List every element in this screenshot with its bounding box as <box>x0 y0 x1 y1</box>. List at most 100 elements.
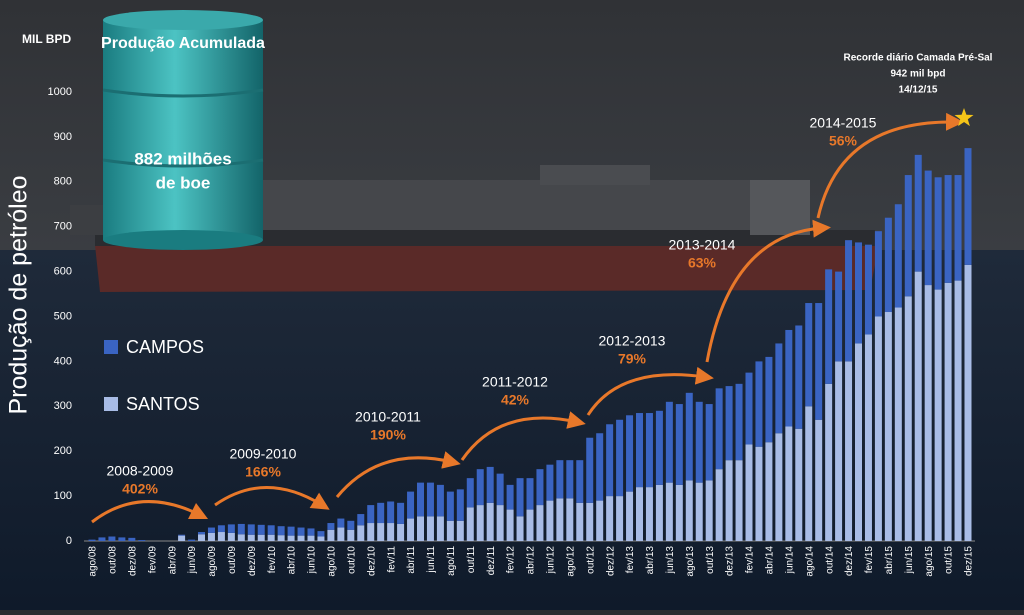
sea <box>0 250 1024 610</box>
x-tick-label: out/10 <box>346 546 357 574</box>
x-tick-label: out/08 <box>108 546 119 574</box>
x-tick-label: abr/11 <box>406 546 417 574</box>
bar-segment <box>715 388 723 470</box>
x-tick-label: abr/10 <box>287 546 298 575</box>
bar-segment <box>665 401 673 483</box>
bar-segment <box>586 437 594 503</box>
bar-segment <box>327 523 335 530</box>
barrel <box>102 10 264 250</box>
bar-segment <box>805 406 813 541</box>
bar-segment <box>785 329 793 427</box>
bar-segment <box>636 487 643 541</box>
bar-segment <box>227 532 235 541</box>
bar-segment <box>247 534 255 541</box>
bar-segment <box>486 502 494 541</box>
bar-segment <box>645 487 653 541</box>
bar-segment <box>456 489 464 521</box>
bar-segment <box>954 280 962 541</box>
growth-period: 2008-2009 <box>107 463 174 479</box>
growth-arrow <box>91 500 209 524</box>
barrel-line: 882 milhões <box>134 149 231 168</box>
bar-segment <box>217 532 225 541</box>
legend-swatch <box>104 397 118 411</box>
bar-segment <box>795 325 803 429</box>
bar-segment <box>556 460 564 499</box>
bar-segment <box>815 419 823 541</box>
bar-segment <box>924 170 932 286</box>
growth-value: 190% <box>370 427 406 443</box>
bar-segment <box>626 491 634 541</box>
bar-segment <box>397 523 405 541</box>
x-tick-label: fev/15 <box>864 546 875 574</box>
bar-segment <box>845 240 853 362</box>
bar-segment <box>407 518 415 541</box>
bar-segment <box>636 413 643 488</box>
x-tick-label: ago/11 <box>446 546 457 576</box>
bar-segment <box>894 204 902 308</box>
bar-segment <box>506 509 514 541</box>
bar-segment <box>745 444 753 541</box>
bar-segment <box>516 516 524 541</box>
x-tick-label: dez/11 <box>486 546 497 576</box>
bar-segment <box>775 343 783 434</box>
bar-segment <box>98 537 106 541</box>
x-tick-label: abr/15 <box>884 546 895 575</box>
bar-segment <box>267 525 275 535</box>
bar-segment <box>606 496 614 541</box>
y-tick-label: 0 <box>66 535 72 547</box>
bar-segment <box>108 536 116 541</box>
y-axis-label: Produção de petróleo <box>5 175 33 414</box>
growth-period: 2012-2013 <box>599 333 666 349</box>
y-tick-label: 500 <box>54 310 72 322</box>
bar-segment <box>446 520 454 541</box>
bar-segment <box>118 537 126 541</box>
growth-period: 2009-2010 <box>230 446 297 462</box>
bar-segment <box>198 532 205 535</box>
bar-segment <box>426 516 434 541</box>
bar-segment <box>277 535 285 541</box>
x-tick-label: fev/09 <box>147 546 158 574</box>
bar-segment <box>436 516 444 541</box>
bar-segment <box>397 502 405 524</box>
bar-segment <box>317 536 325 541</box>
bar-segment <box>327 529 335 541</box>
bar-segment <box>894 307 902 541</box>
bar-segment <box>755 361 763 447</box>
bar-segment <box>805 303 813 407</box>
bar-segment <box>566 498 574 541</box>
bar-segment <box>884 312 892 541</box>
x-tick-label: out/14 <box>824 546 835 574</box>
bar-segment <box>377 523 385 541</box>
bar-segment <box>735 460 743 541</box>
bar-segment <box>705 404 713 481</box>
bar-segment <box>815 303 823 420</box>
bar-segment <box>924 285 932 541</box>
bar-segment <box>436 484 444 517</box>
bar-segment <box>606 424 614 497</box>
bar-segment <box>725 386 733 461</box>
bar-segment <box>337 518 345 528</box>
bar-segment <box>237 523 245 535</box>
bar-segment <box>347 529 355 541</box>
bar-segment <box>496 473 504 506</box>
x-tick-label: jun/12 <box>546 546 557 575</box>
x-tick-label: fev/13 <box>625 546 636 574</box>
bar-segment <box>914 154 922 272</box>
x-tick-label: ago/15 <box>924 546 935 577</box>
bar-segment <box>287 526 295 536</box>
x-tick-label: abr/09 <box>167 546 178 575</box>
y-tick-label: 800 <box>54 176 72 188</box>
barrel-line: de boe <box>156 173 211 192</box>
bar-segment <box>695 401 703 483</box>
growth-arrow <box>214 486 330 510</box>
growth-period: 2014-2015 <box>810 115 877 131</box>
bar-segment <box>825 383 833 541</box>
bar-segment <box>884 217 892 313</box>
bar-segment <box>247 524 255 535</box>
bar-segment <box>287 535 295 541</box>
x-tick-label: dez/13 <box>725 546 736 576</box>
bar-segment <box>227 524 235 533</box>
growth-arrow <box>816 112 964 219</box>
bar-segment <box>536 505 544 541</box>
